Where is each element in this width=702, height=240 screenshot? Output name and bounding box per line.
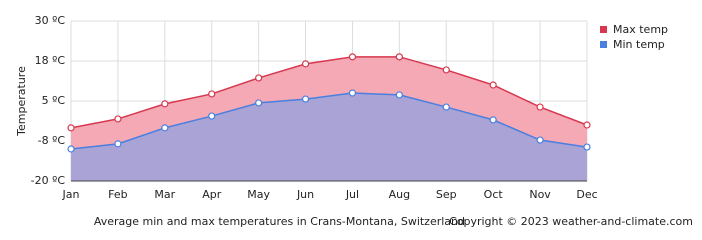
x-tick-label: Jul — [345, 188, 359, 201]
x-tick-label: Dec — [576, 188, 597, 201]
y-tick-label: -20 ºC — [31, 174, 66, 187]
x-tick-label: Jan — [62, 188, 80, 201]
point — [348, 89, 357, 97]
point — [255, 74, 263, 82]
legend-swatch — [600, 41, 607, 48]
y-tick-label: 18 ºC — [35, 54, 66, 67]
point — [114, 115, 122, 123]
copyright: Copyright © 2023 weather-and-climate.com — [449, 215, 693, 228]
legend-label: Max temp — [613, 23, 668, 36]
caption: Average min and max temperatures in Cran… — [94, 215, 465, 228]
point — [536, 103, 544, 111]
point — [583, 121, 591, 129]
point — [67, 124, 75, 132]
point — [161, 124, 169, 132]
x-tick-label: Mar — [154, 188, 175, 201]
legend-swatch — [600, 26, 607, 33]
point — [208, 112, 216, 120]
point — [395, 53, 403, 61]
y-tick-label: -8 ºC — [38, 134, 66, 147]
point — [442, 66, 450, 74]
x-tick-label: Nov — [529, 188, 551, 201]
point — [161, 100, 169, 108]
point — [395, 91, 403, 99]
y-tick-label: 30 ºC — [35, 14, 66, 27]
point — [348, 53, 357, 61]
line — [70, 92, 588, 150]
chart: Temperature Average min and max temperat… — [15, 14, 693, 228]
y-axis-label: Temperature — [15, 66, 28, 137]
y-tick-label: 5 ºC — [42, 94, 66, 107]
area — [71, 93, 587, 181]
x-tick-label: Feb — [108, 188, 127, 201]
point — [67, 145, 75, 153]
point — [301, 95, 310, 103]
x-tick-label: Oct — [484, 188, 504, 201]
point — [114, 140, 122, 148]
x-tick-label: Sep — [436, 188, 457, 201]
point — [583, 143, 591, 151]
line — [70, 56, 588, 129]
legend-label: Min temp — [613, 38, 665, 51]
point — [208, 90, 216, 98]
point — [536, 136, 544, 144]
point — [301, 60, 310, 68]
x-tick-label: Apr — [202, 188, 222, 201]
x-tick-label: Jun — [296, 188, 314, 201]
point — [442, 103, 450, 111]
point — [255, 99, 263, 107]
x-tick-label: Aug — [389, 188, 410, 201]
point — [489, 116, 497, 124]
x-tick-label: May — [247, 188, 270, 201]
point — [489, 81, 497, 89]
